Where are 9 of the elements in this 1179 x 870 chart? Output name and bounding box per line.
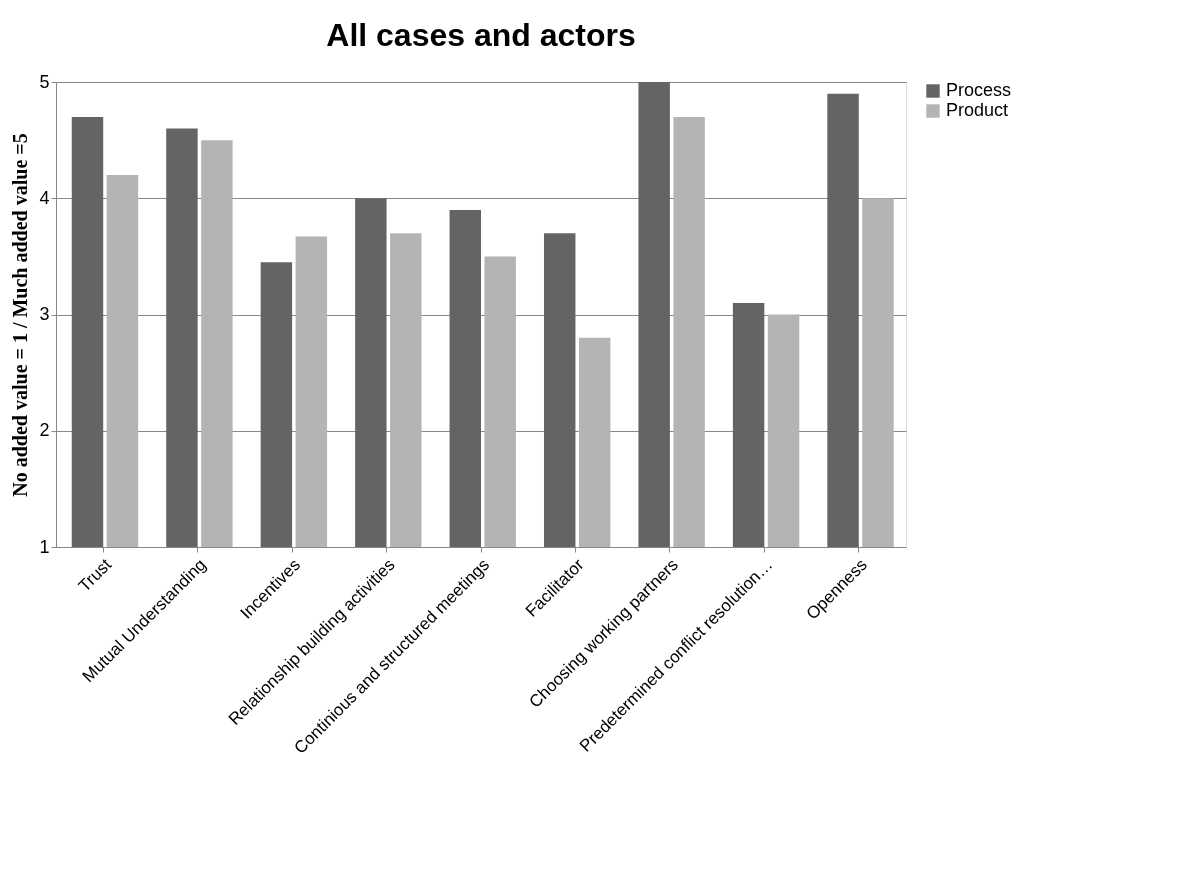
y-tick-label: 4 [39, 187, 50, 208]
y-tick-label: 3 [39, 304, 50, 324]
legend-label: Product [946, 100, 1009, 120]
y-tick-label: 1 [39, 536, 50, 557]
y-axis-title: No added value = 1 / Much added value =5 [9, 133, 32, 497]
legend-label: Process [946, 80, 1012, 100]
y-tick-label: 5 [39, 71, 50, 92]
chart-title: All cases and actors [326, 17, 636, 53]
y-tick-label: 2 [39, 420, 50, 441]
